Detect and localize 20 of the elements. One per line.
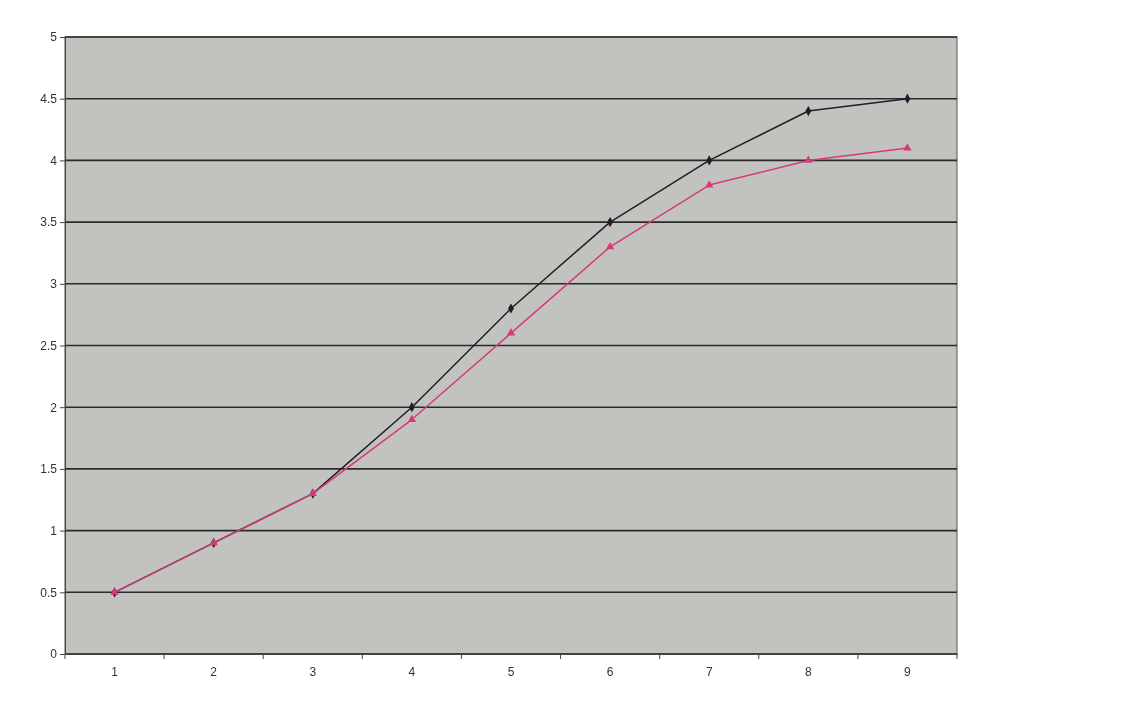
y-tick-label: 0.5 bbox=[40, 585, 58, 600]
y-tick-label: 2.5 bbox=[40, 338, 58, 353]
y-tick-label: 1 bbox=[50, 523, 58, 538]
x-tick-label: 2 bbox=[210, 665, 218, 680]
y-tick-label: 4.5 bbox=[40, 92, 58, 107]
x-tick-label: 4 bbox=[408, 665, 416, 680]
x-tick-label: 1 bbox=[111, 665, 119, 680]
y-tick-label: 5 bbox=[50, 30, 58, 45]
y-tick-label: 4 bbox=[50, 153, 58, 168]
y-tick-label: 3 bbox=[50, 277, 58, 292]
x-tick-label: 9 bbox=[904, 665, 912, 680]
x-tick-label: 5 bbox=[507, 665, 515, 680]
y-tick-label: 3.5 bbox=[40, 215, 58, 230]
x-tick-label: 8 bbox=[804, 665, 812, 680]
x-tick-label: 7 bbox=[705, 665, 713, 680]
x-tick-label: 3 bbox=[309, 665, 317, 680]
x-tick-label: 6 bbox=[606, 665, 614, 680]
y-tick-label: 1.5 bbox=[40, 462, 58, 477]
y-tick-label: 0 bbox=[50, 647, 58, 662]
y-tick-label: 2 bbox=[50, 400, 58, 415]
